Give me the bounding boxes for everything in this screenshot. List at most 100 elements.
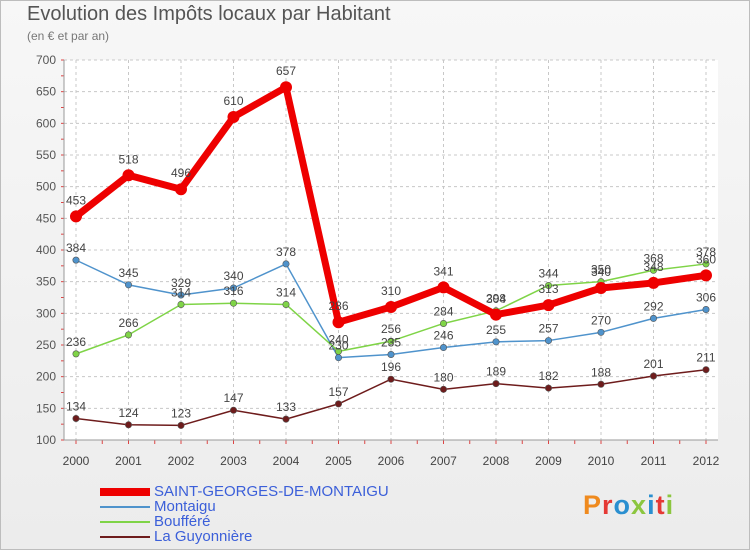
- data-point: [492, 338, 500, 346]
- data-point: [702, 366, 710, 374]
- x-tick-label: 2010: [588, 454, 615, 468]
- data-label: 384: [66, 241, 86, 255]
- data-point: [544, 281, 552, 289]
- data-point: [385, 301, 397, 313]
- data-label: 147: [223, 391, 243, 405]
- y-tick-label: 400: [36, 243, 56, 257]
- chart-subtitle: (en € et par an): [27, 29, 110, 43]
- data-label: 134: [66, 399, 86, 413]
- legend-swatch: [100, 505, 150, 508]
- y-tick-label: 350: [36, 275, 56, 289]
- data-label: 230: [328, 339, 348, 353]
- data-label: 310: [381, 284, 401, 298]
- data-label: 304: [486, 292, 506, 306]
- data-label: 257: [538, 322, 558, 336]
- data-label: 360: [696, 252, 716, 266]
- data-point: [230, 406, 238, 414]
- data-point: [70, 210, 82, 223]
- data-label: 240: [328, 332, 348, 346]
- data-label: 340: [591, 265, 611, 279]
- data-point: [387, 350, 395, 358]
- data-label: 453: [66, 193, 86, 207]
- x-tick-label: 2006: [378, 454, 405, 468]
- data-point: [334, 400, 342, 408]
- data-point: [230, 284, 238, 292]
- data-point: [702, 260, 710, 268]
- x-tick-label: 2000: [63, 454, 90, 468]
- data-label: 518: [118, 152, 138, 166]
- data-label: 340: [223, 269, 243, 283]
- data-point: [387, 375, 395, 383]
- y-tick-label: 500: [36, 180, 56, 194]
- data-point: [334, 347, 342, 355]
- y-tick-label: 450: [36, 211, 56, 225]
- x-tick-label: 2002: [168, 454, 195, 468]
- legend-item: SAINT-GEORGES-DE-MONTAIGU: [100, 483, 389, 500]
- legend-swatch: [100, 520, 150, 523]
- data-label: 496: [171, 166, 191, 180]
- data-label: 255: [486, 323, 506, 337]
- data-point: [72, 350, 80, 358]
- legend: SAINT-GEORGES-DE-MONTAIGU Montaigu Bouffér…: [100, 483, 389, 545]
- data-point: [437, 281, 450, 294]
- data-label: 123: [171, 406, 191, 420]
- data-point: [597, 380, 605, 388]
- y-tick-label: 100: [36, 433, 56, 447]
- data-point: [387, 337, 395, 345]
- x-tick-label: 2003: [220, 454, 247, 468]
- y-tick-label: 650: [36, 85, 56, 99]
- data-point: [72, 256, 80, 264]
- data-point: [125, 281, 133, 289]
- data-label: 314: [171, 285, 191, 299]
- data-label: 329: [171, 276, 191, 290]
- data-point: [72, 414, 80, 422]
- data-label: 292: [643, 299, 663, 313]
- data-label: 657: [276, 64, 296, 78]
- x-tick-label: 2001: [115, 454, 142, 468]
- legend-label: La Guyonnière: [154, 528, 253, 545]
- data-point: [177, 300, 185, 308]
- data-point: [177, 291, 185, 299]
- legend-label: Boufféré: [154, 513, 211, 530]
- data-point: [595, 282, 607, 294]
- data-label: 345: [118, 266, 138, 280]
- data-point: [122, 169, 135, 182]
- data-label: 306: [696, 291, 716, 305]
- data-label: 180: [433, 370, 453, 384]
- y-tick-label: 550: [36, 148, 56, 162]
- data-label: 610: [223, 94, 243, 108]
- data-label: 368: [643, 251, 663, 265]
- legend-swatch: [100, 535, 150, 538]
- chart-title: Evolution des Impôts locaux par Habitant: [27, 3, 391, 25]
- data-label: 341: [433, 264, 453, 278]
- x-tick-label: 2004: [273, 454, 300, 468]
- data-point: [492, 380, 500, 388]
- data-label: 348: [643, 260, 663, 274]
- data-point: [230, 299, 238, 307]
- data-label: 270: [591, 313, 611, 327]
- data-label: 284: [433, 304, 453, 318]
- data-label: 201: [643, 357, 663, 371]
- legend-item: Boufféré: [100, 513, 389, 530]
- data-point: [282, 300, 290, 308]
- data-point: [542, 299, 555, 312]
- legend-item: La Guyonnière: [100, 528, 389, 545]
- legend-label: Montaigu: [154, 498, 216, 515]
- data-point: [439, 319, 447, 327]
- data-label: 246: [433, 329, 453, 343]
- data-point: [490, 308, 502, 321]
- data-point: [544, 384, 552, 392]
- x-tick-label: 2008: [483, 454, 510, 468]
- data-label: 157: [328, 385, 348, 399]
- data-label: 182: [538, 369, 558, 383]
- data-point: [282, 415, 290, 423]
- data-label: 235: [381, 336, 401, 350]
- data-point: [334, 354, 342, 362]
- data-point: [280, 81, 292, 94]
- data-point: [332, 316, 345, 329]
- data-label: 313: [538, 282, 558, 296]
- data-label: 133: [276, 400, 296, 414]
- x-tick-label: 2009: [535, 454, 562, 468]
- data-point: [125, 421, 133, 429]
- y-tick-label: 250: [36, 338, 56, 352]
